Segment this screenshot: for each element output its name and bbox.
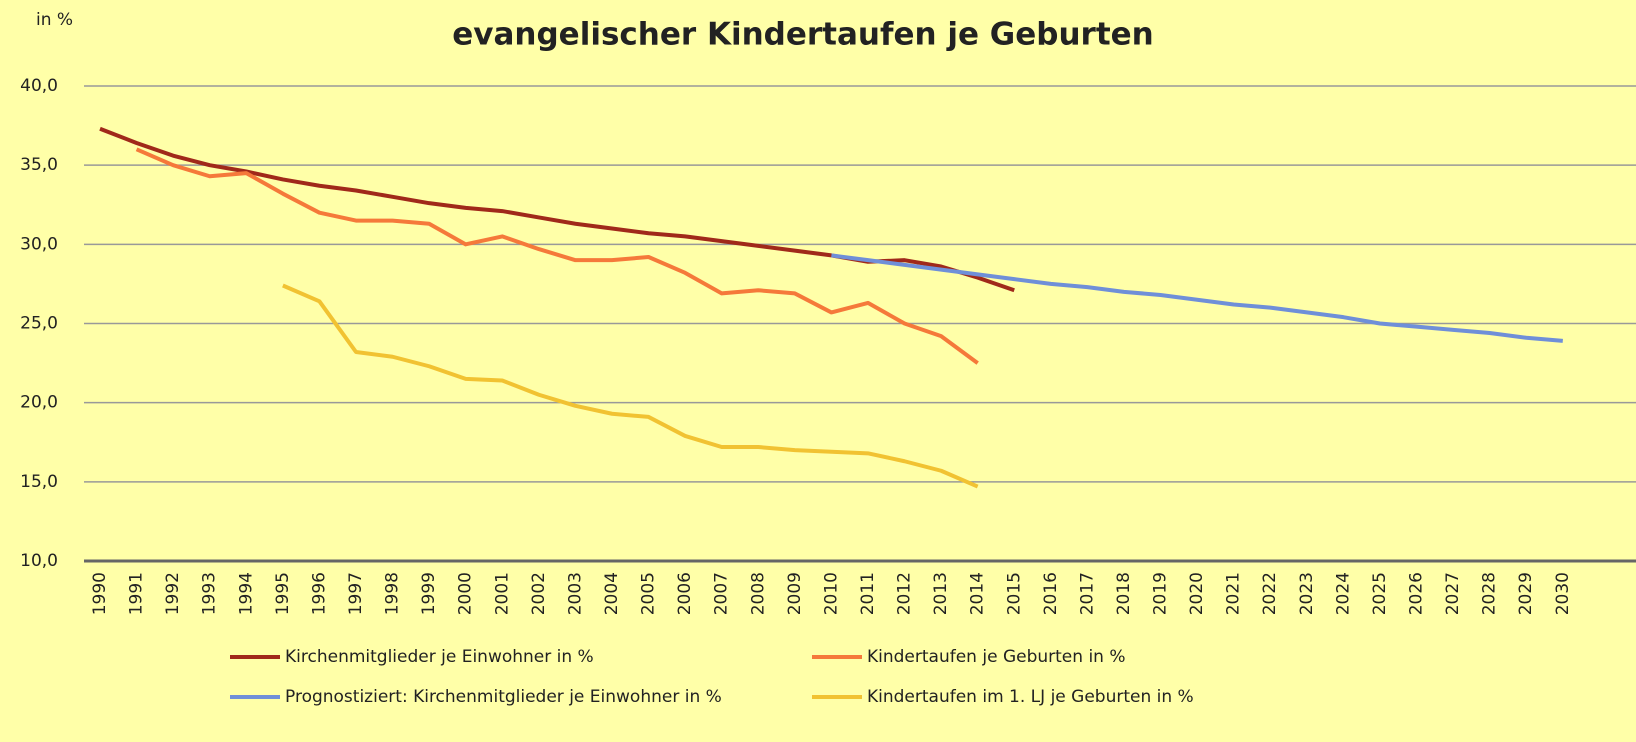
series-line	[831, 253, 1563, 343]
legend-label: Kindertaufen je Geburten in %	[867, 647, 1126, 667]
x-tick-label: 1996	[309, 572, 329, 615]
legend-label: Kindertaufen im 1. LJ je Geburten in %	[867, 687, 1194, 707]
y-tick-label: 15,0	[20, 472, 58, 492]
x-tick-label: 2008	[748, 572, 768, 615]
y-tick-label: 10,0	[20, 551, 58, 571]
series-line	[282, 283, 979, 489]
x-tick-label: 2000	[456, 572, 476, 615]
x-tick-label: 1999	[419, 572, 439, 615]
x-tick-label: 2007	[712, 572, 732, 615]
x-tick-label: 2013	[931, 572, 951, 615]
x-tick-label: 2001	[492, 572, 512, 615]
x-tick-label: 2027	[1443, 572, 1463, 615]
x-tick-label: 2024	[1333, 572, 1353, 615]
y-tick-label: 30,0	[20, 234, 58, 254]
series-line	[135, 147, 979, 365]
x-tick-label: 2023	[1297, 572, 1317, 615]
x-tick-label: 2009	[785, 572, 805, 615]
x-tick-label: 2014	[968, 572, 988, 615]
x-tick-label: 1997	[346, 572, 366, 615]
x-tick-label: 2026	[1407, 572, 1427, 615]
x-tick-label: 2015	[1004, 572, 1024, 615]
x-tick-label: 2005	[639, 572, 659, 615]
x-tick-label: 2018	[1114, 572, 1134, 615]
chart-title: evangelischer Kindertaufen je Geburten	[452, 17, 1153, 53]
x-tick-label: 2010	[821, 572, 841, 615]
x-tick-label: 2004	[602, 572, 622, 615]
x-tick-label: 2011	[858, 572, 878, 615]
x-tick-label: 1993	[200, 572, 220, 615]
x-tick-label: 2012	[895, 572, 915, 615]
legend-label: Kirchenmitglieder je Einwohner in %	[285, 647, 594, 667]
x-tick-label: 2003	[565, 572, 585, 615]
x-tick-label: 2020	[1187, 572, 1207, 615]
legend-label: Prognostiziert: Kirchenmitglieder je Ein…	[285, 687, 722, 707]
x-tick-label: 2025	[1370, 572, 1390, 615]
x-tick-label: 1992	[163, 572, 183, 615]
y-tick-label: 25,0	[20, 314, 58, 334]
x-tick-label: 2016	[1041, 572, 1061, 615]
x-tick-label: 1994	[236, 572, 256, 615]
x-tick-label: 2028	[1480, 572, 1500, 615]
x-tick-label: 1990	[90, 572, 110, 615]
x-tick-label: 2019	[1151, 572, 1171, 615]
x-tick-label: 1998	[383, 572, 403, 615]
x-tick-label: 2021	[1224, 572, 1244, 615]
x-tick-label: 2002	[529, 572, 549, 615]
x-tick-label: 1991	[127, 572, 147, 615]
y-tick-label: 35,0	[20, 155, 58, 175]
y-tick-label: 20,0	[20, 393, 58, 413]
y-tick-label: 40,0	[20, 76, 58, 96]
x-tick-label: 2022	[1260, 572, 1280, 615]
x-tick-label: 1995	[273, 572, 293, 615]
y-axis-label: in %	[36, 10, 73, 30]
x-tick-label: 2029	[1516, 572, 1536, 615]
x-tick-label: 2006	[675, 572, 695, 615]
x-tick-label: 2017	[1077, 572, 1097, 615]
x-tick-label: 2030	[1553, 572, 1573, 615]
